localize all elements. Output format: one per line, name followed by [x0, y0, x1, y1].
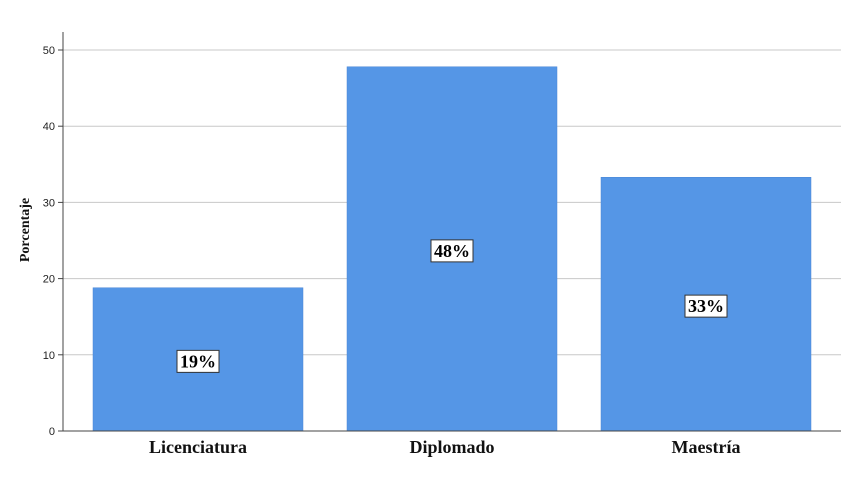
y-tick-label: 40 [43, 121, 55, 133]
y-tick-label: 0 [49, 426, 55, 438]
bars [92, 66, 812, 432]
data-label-text: 48% [434, 241, 470, 261]
y-axis-label: Porcentaje [18, 198, 33, 262]
data-label: 19% [176, 349, 220, 373]
y-tick-labels: 0 10 20 30 40 50 [43, 45, 55, 438]
data-label: 33% [684, 294, 728, 318]
data-label-box [430, 239, 474, 263]
data-label: 48% [430, 239, 474, 263]
y-tick-label: 30 [43, 197, 55, 209]
axes [58, 32, 841, 432]
x-category-labels: Licenciatura Diplomado Maestría [149, 437, 740, 457]
x-category-label: Maestría [672, 437, 741, 457]
x-category-label: Licenciatura [149, 437, 247, 457]
data-label-box [176, 349, 220, 373]
y-tick-label: 20 [43, 274, 55, 286]
data-label-text: 33% [688, 296, 724, 316]
data-label-text: 19% [180, 351, 216, 371]
data-label-box [684, 294, 728, 318]
x-category-label: Diplomado [409, 437, 494, 457]
y-tick-label: 10 [43, 350, 55, 362]
y-tick-label: 50 [43, 45, 55, 57]
data-labels: 19% 48% 33% [176, 239, 728, 373]
